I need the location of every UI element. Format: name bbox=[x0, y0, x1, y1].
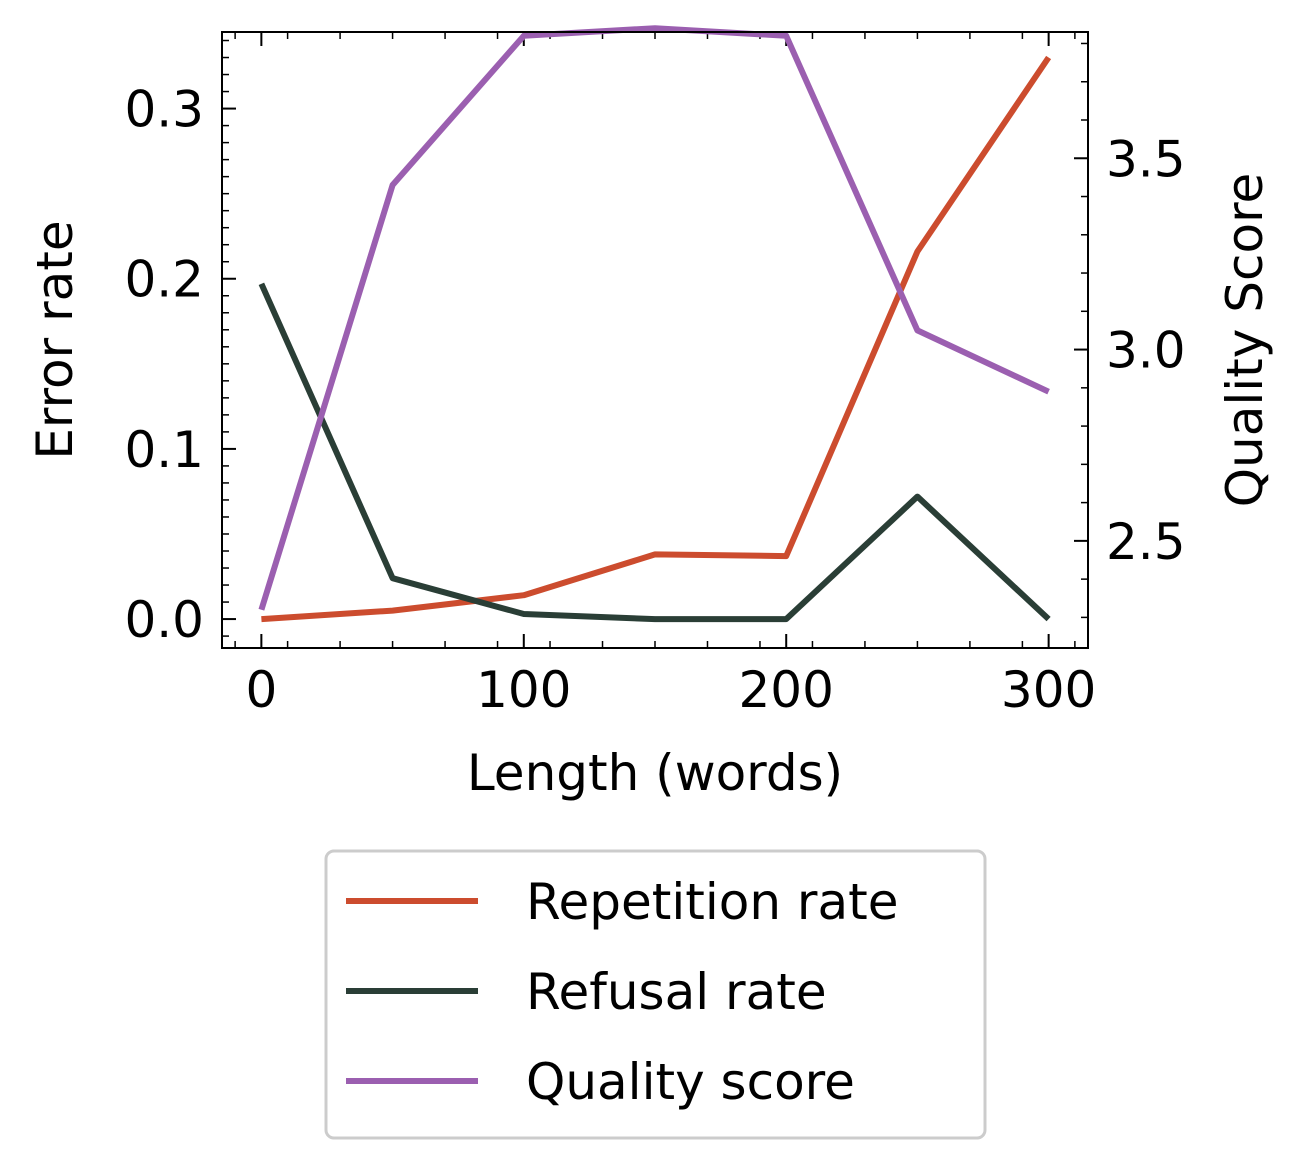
legend-items: Repetition rate Refusal rate Quality score bbox=[346, 873, 899, 1111]
legend-label-quality-score: Quality score bbox=[526, 1053, 855, 1111]
series-line-refusal-rate bbox=[258, 282, 1051, 623]
x-tick-label: 0 bbox=[245, 661, 277, 719]
tick-labels: 0 100 200 300 0.0 0.1 0.2 0.3 2.5 3.0 3.5 bbox=[124, 81, 1185, 719]
series-lines bbox=[258, 25, 1052, 623]
plot-area-frame bbox=[221, 31, 1089, 649]
y-tick-label: 0.1 bbox=[124, 421, 204, 479]
x-axis-title: Length (words) bbox=[467, 744, 843, 802]
y-tick-label: 0.2 bbox=[124, 251, 204, 309]
legend: Repetition rate Refusal rate Quality score bbox=[324, 849, 987, 1140]
legend-label-repetition-rate: Repetition rate bbox=[526, 873, 899, 931]
y2-tick-label: 2.5 bbox=[1106, 513, 1186, 571]
x-tick-label: 300 bbox=[1001, 661, 1096, 719]
legend-label-refusal-rate: Refusal rate bbox=[526, 963, 827, 1021]
minor-ticks bbox=[222, 32, 1088, 648]
legend-frame bbox=[324, 849, 987, 1140]
y-tick-label: 0.3 bbox=[124, 81, 204, 139]
y-axis-title: Error rate bbox=[26, 220, 84, 459]
y2-axis-title: Quality Score bbox=[1216, 173, 1274, 508]
x-tick-label: 100 bbox=[476, 661, 571, 719]
y2-tick-label: 3.0 bbox=[1106, 322, 1186, 380]
x-tick-label: 200 bbox=[738, 661, 833, 719]
y-tick-label: 0.0 bbox=[124, 591, 204, 649]
series-line-repetition-rate bbox=[261, 55, 1052, 623]
y2-tick-label: 3.5 bbox=[1106, 130, 1186, 188]
series-line-quality-score bbox=[258, 25, 1050, 611]
